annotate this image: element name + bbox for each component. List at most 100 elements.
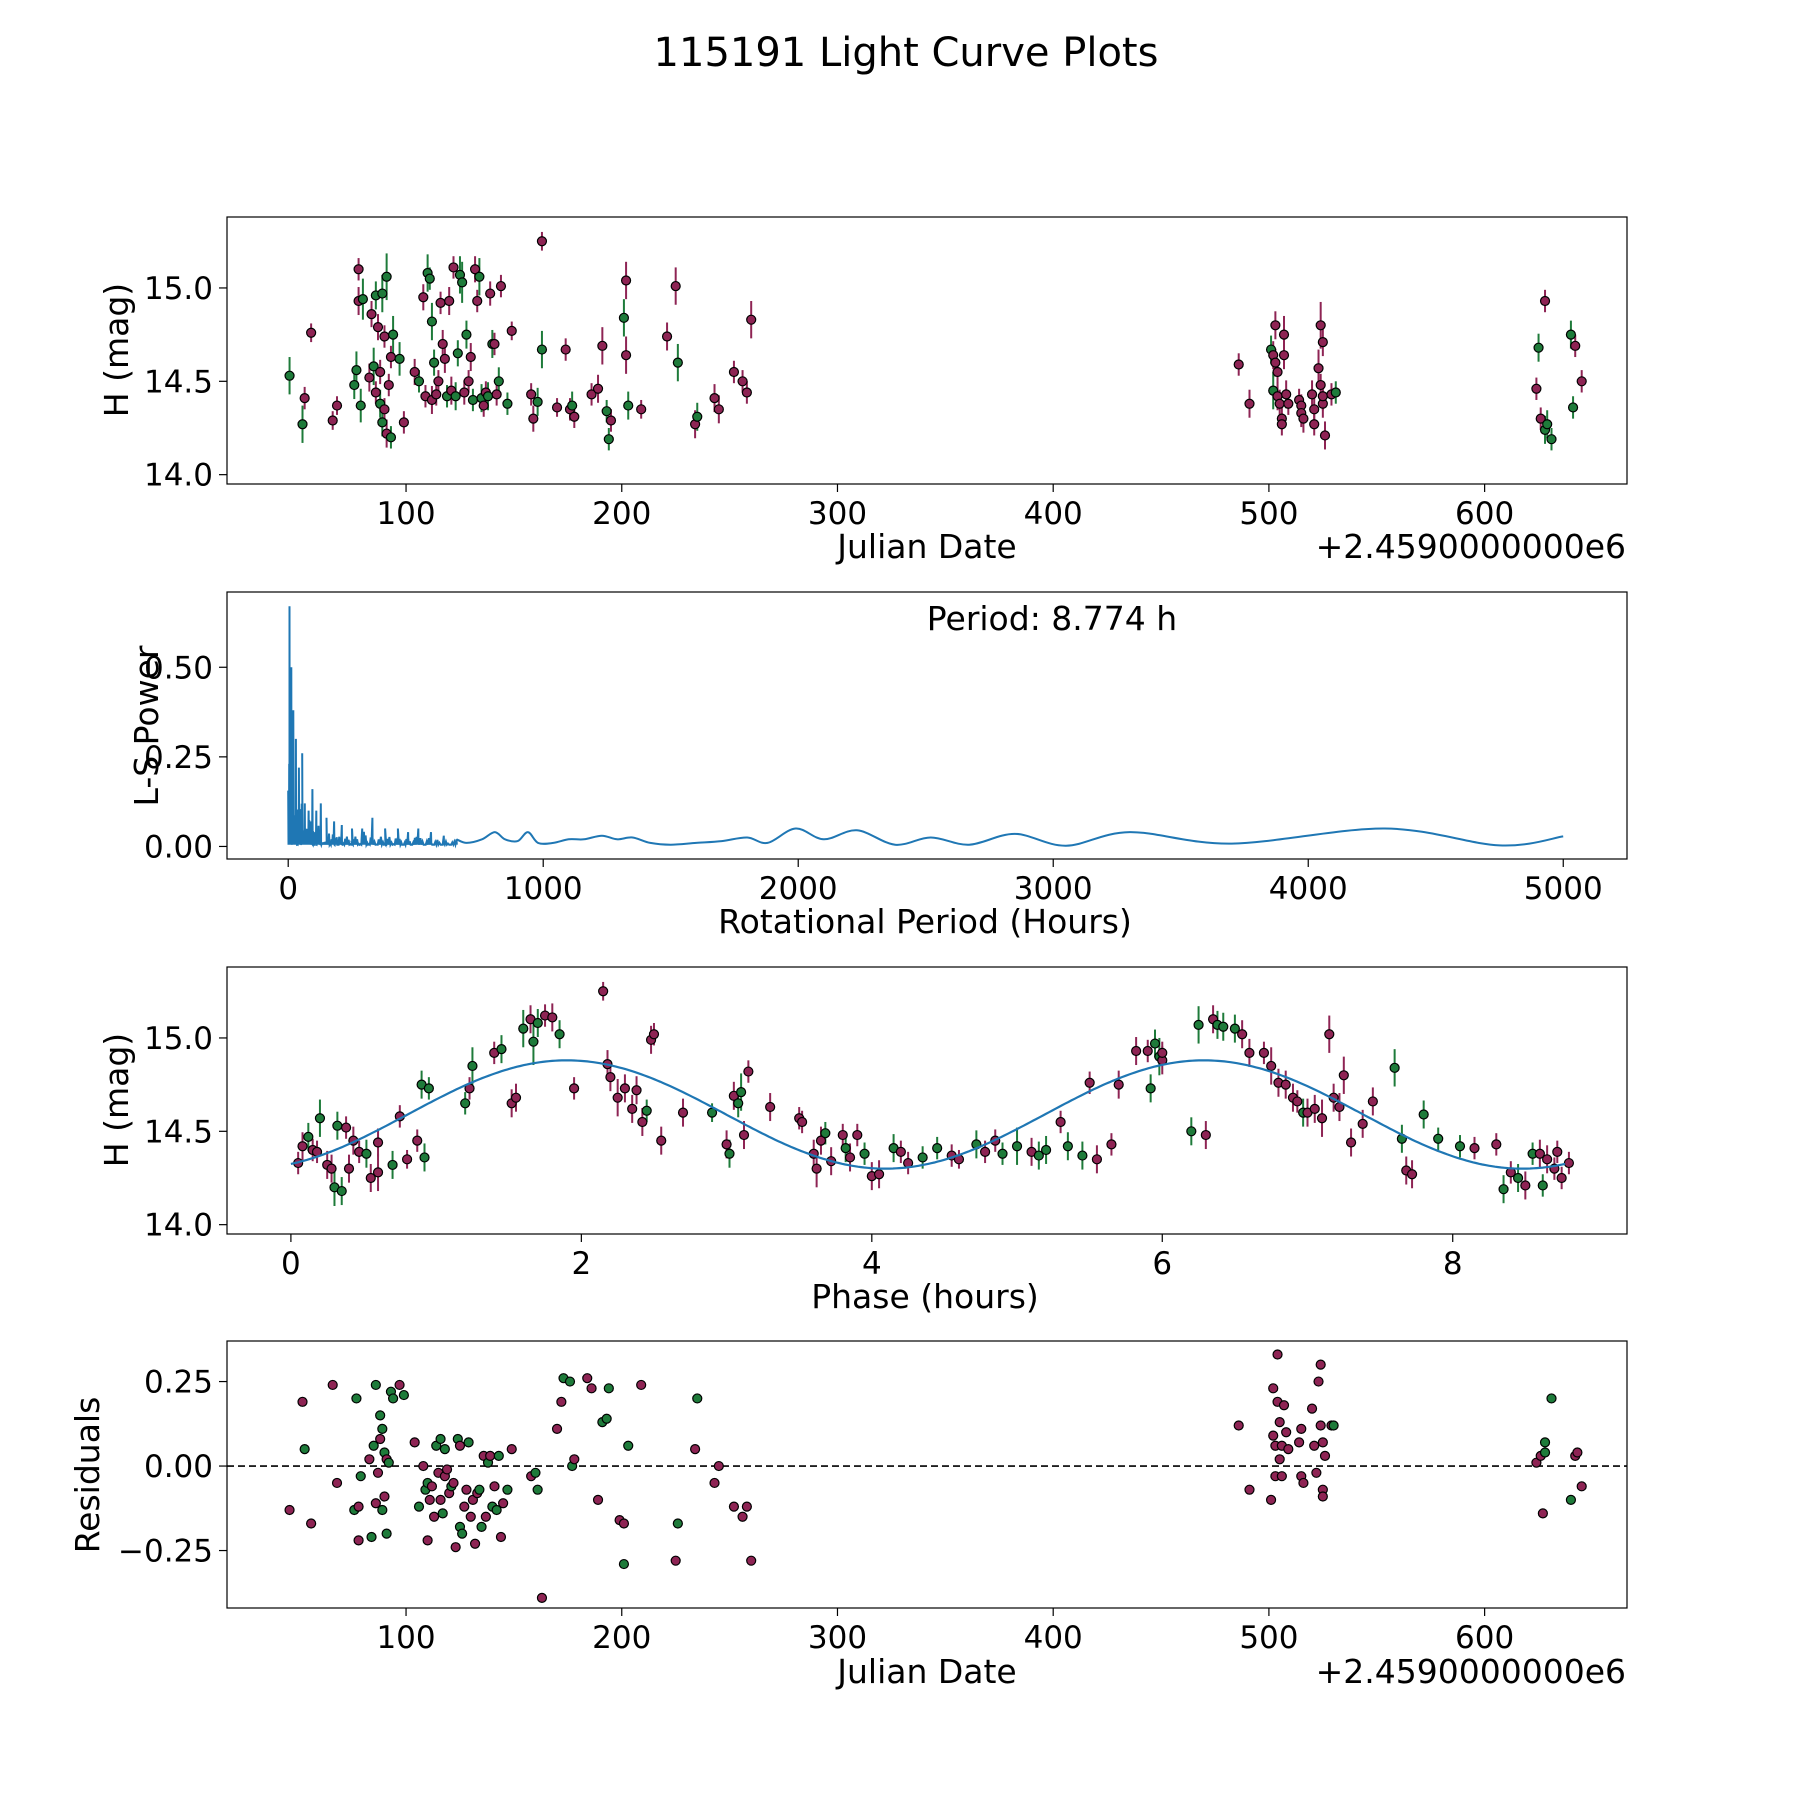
x-tick-label: 500 <box>1239 1620 1298 1656</box>
data-point <box>1315 379 1326 391</box>
data-point <box>327 415 338 426</box>
data-point <box>355 400 366 411</box>
data-point <box>1292 1096 1303 1107</box>
data-point <box>1367 1096 1378 1107</box>
residual-point <box>586 1383 597 1394</box>
residual-point <box>448 1477 459 1489</box>
residual-point <box>463 1437 474 1448</box>
data-point <box>383 379 394 391</box>
data-point <box>1535 413 1546 424</box>
y-tick-label: 15.0 <box>144 1021 213 1057</box>
residual-point <box>485 1450 496 1462</box>
residual-point <box>457 1528 468 1539</box>
data-point <box>1280 1079 1291 1090</box>
residual-point <box>1276 1471 1287 1482</box>
residual-point <box>306 1518 317 1529</box>
residual-point <box>435 1494 446 1505</box>
y-tick-label: 14.5 <box>144 364 213 400</box>
x-tick-label: 300 <box>808 496 867 532</box>
data-point <box>299 393 310 404</box>
residual-point <box>1265 1494 1277 1505</box>
data-point <box>518 1023 529 1034</box>
data-point <box>1274 398 1285 409</box>
data-point <box>426 316 438 327</box>
data-point <box>444 295 455 307</box>
data-point <box>1270 357 1281 368</box>
data-point <box>873 1169 885 1180</box>
residual-point <box>489 1481 500 1492</box>
residual-point <box>737 1511 748 1522</box>
data-point <box>733 1098 744 1109</box>
data-point <box>1345 1137 1357 1148</box>
data-point <box>656 1135 667 1146</box>
data-point <box>381 271 392 282</box>
x-tick-label: 400 <box>1024 496 1083 532</box>
data-point <box>465 351 476 363</box>
data-point <box>1546 434 1557 445</box>
residual-point <box>377 1504 388 1516</box>
data-point <box>567 400 578 411</box>
data-point <box>741 387 752 398</box>
residual-point <box>1244 1484 1255 1495</box>
data-point <box>491 389 502 400</box>
residual-point <box>372 1467 384 1478</box>
data-point <box>1186 1126 1197 1137</box>
residual-point <box>530 1467 541 1478</box>
data-point <box>1319 430 1331 441</box>
data-point <box>797 1116 808 1128</box>
x-tick-label: 5000 <box>1524 871 1603 907</box>
x-tick-label: 2 <box>571 1246 591 1282</box>
x-tick-label: 1000 <box>504 871 583 907</box>
residual-point <box>450 1542 461 1553</box>
data-point <box>811 1163 822 1174</box>
data-point <box>637 1116 648 1128</box>
residual-point <box>1315 1420 1326 1431</box>
data-point <box>409 366 420 378</box>
data-point <box>605 1072 616 1083</box>
data-point <box>623 400 634 411</box>
residual-point <box>375 1433 386 1445</box>
data-point <box>765 1101 776 1113</box>
data-point <box>1281 389 1292 400</box>
residual-point <box>1319 1450 1331 1462</box>
residual-point <box>670 1555 681 1566</box>
data-point <box>859 1148 870 1159</box>
data-point <box>1315 320 1326 331</box>
data-point <box>605 415 617 426</box>
light-curve-panel: 100 200 300 400 500 600 14.0 14.5 15.0 Julian Da… <box>97 216 1628 566</box>
residual-point <box>426 1481 438 1492</box>
x-tick-label: 400 <box>1024 1620 1083 1656</box>
data-point <box>1324 1029 1335 1040</box>
residual-point <box>1283 1444 1294 1455</box>
residual-point <box>672 1518 683 1529</box>
x-tick-label: 4 <box>862 1246 882 1282</box>
data-point <box>1011 1141 1023 1152</box>
data-point <box>306 327 317 338</box>
residual-point <box>439 1444 450 1455</box>
residual-point <box>355 1471 366 1482</box>
residual-point <box>474 1484 485 1495</box>
y-tick-label: 14.5 <box>144 1114 213 1150</box>
data-point <box>303 1131 314 1143</box>
model-fit-line <box>290 1059 1566 1170</box>
x-tick-label: 2000 <box>759 871 838 907</box>
residual-point <box>491 1504 502 1516</box>
data-point <box>526 389 537 400</box>
phase-folded-ticks: 0 2 4 6 8 14.0 14.5 15.0 <box>144 1021 1463 1282</box>
data-point <box>349 379 360 391</box>
residual-point <box>353 1535 364 1546</box>
data-point <box>1539 295 1551 307</box>
data-point <box>612 1092 623 1103</box>
data-point <box>423 1083 434 1094</box>
data-point <box>1406 1169 1418 1180</box>
data-point <box>385 351 397 363</box>
data-point <box>297 1141 308 1152</box>
y-tick-label: 14.0 <box>144 458 213 494</box>
data-point <box>1469 1143 1480 1154</box>
x-tick-label: 0 <box>278 871 298 907</box>
light-curve-x-label: Julian Date <box>835 527 1017 566</box>
data-point <box>1266 1060 1277 1072</box>
phase-folded-axes-frame <box>226 966 1628 1235</box>
data-point <box>332 1120 343 1131</box>
x-tick-label: 600 <box>1455 1620 1514 1656</box>
